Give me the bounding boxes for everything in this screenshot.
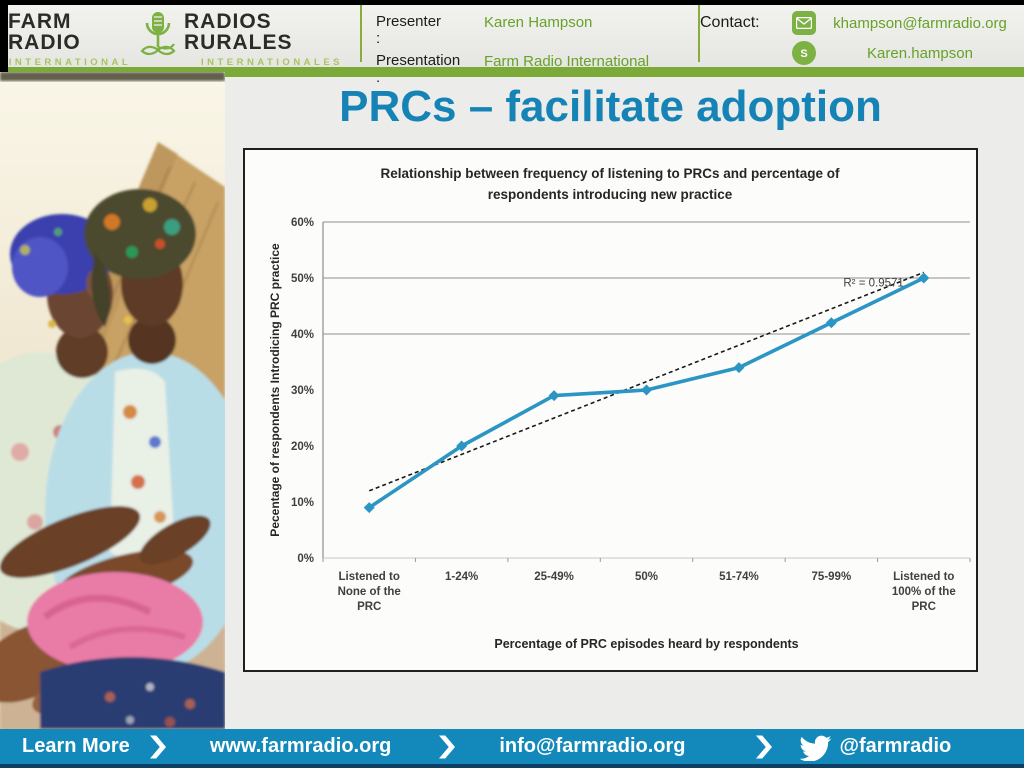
svg-text:PRC: PRC xyxy=(357,601,381,613)
contact-info: Contact: khampson@farmradio.org S xyxy=(700,5,1024,65)
svg-text:75-99%: 75-99% xyxy=(812,571,852,583)
skype-icon: S xyxy=(792,41,816,65)
presenter-label: Presenter : xyxy=(376,13,442,48)
radios-rurales-wordmark: RADIOS RURALES INTERNATIONALES xyxy=(184,11,360,68)
svg-text:50%: 50% xyxy=(291,273,314,285)
slide-title: PRCs – facilitate adoption xyxy=(339,82,882,131)
svg-text:20%: 20% xyxy=(291,441,314,453)
svg-text:40%: 40% xyxy=(291,329,314,341)
twitter-icon xyxy=(798,733,832,761)
contact-label: Contact: xyxy=(700,14,760,31)
logo-text-en: FARM RADIO xyxy=(8,10,81,54)
website-link[interactable]: www.farmradio.org xyxy=(209,735,392,757)
svg-text:0%: 0% xyxy=(297,553,314,565)
svg-text:Pecentage of respondents Intro: Pecentage of respondents Introdicing PRC… xyxy=(268,243,282,537)
svg-text:Relationship between frequency: Relationship between frequency of listen… xyxy=(380,166,840,181)
header-divider xyxy=(698,5,700,62)
logo-text-fr: RADIOS RURALES xyxy=(183,10,293,54)
chevron-right-icon xyxy=(755,734,772,759)
svg-text:60%: 60% xyxy=(291,217,314,229)
contact-email[interactable]: khampson@farmradio.org xyxy=(833,14,1007,32)
svg-text:10%: 10% xyxy=(291,497,314,509)
svg-text:25-49%: 25-49% xyxy=(534,571,574,583)
email-link[interactable]: info@farmradio.org xyxy=(499,735,686,757)
logo: FARM RADIO INTERNATIONAL xyxy=(8,5,360,67)
microphone-plant-icon xyxy=(138,11,178,65)
farm-radio-wordmark: FARM RADIO INTERNATIONAL xyxy=(8,11,132,68)
green-accent-bar xyxy=(8,67,1024,77)
presenter-name: Karen Hampson xyxy=(484,14,593,31)
svg-text:R² = 0.9571: R² = 0.9571 xyxy=(843,277,903,289)
left-photo-women-clapping xyxy=(0,72,225,729)
header-bar: FARM RADIO INTERNATIONAL xyxy=(0,0,1024,86)
svg-text:50%: 50% xyxy=(635,571,658,583)
twitter-handle[interactable]: @farmradio xyxy=(839,735,952,757)
svg-text:PRC: PRC xyxy=(912,601,936,613)
chevron-right-icon xyxy=(439,734,456,759)
footer-bar: Learn More www.farmradio.org info@farmra… xyxy=(0,729,1024,768)
svg-text:Listened to: Listened to xyxy=(339,571,400,583)
adoption-line-chart: Relationship between frequency of listen… xyxy=(243,148,978,672)
svg-text:1-24%: 1-24% xyxy=(445,571,478,583)
logo-subtext-fr: INTERNATIONALES xyxy=(200,57,344,68)
svg-text:S: S xyxy=(800,48,807,60)
svg-text:respondents introducing new pr: respondents introducing new practice xyxy=(488,187,733,202)
svg-text:30%: 30% xyxy=(291,385,314,397)
logo-subtext-en: INTERNATIONAL xyxy=(8,57,132,68)
header-divider xyxy=(360,5,362,62)
presenter-info: Presenter : Karen Hampson Presentation :… xyxy=(362,5,698,86)
svg-text:51-74%: 51-74% xyxy=(719,571,759,583)
presentation-name: Farm Radio International xyxy=(484,52,650,70)
chevron-right-icon xyxy=(149,734,166,759)
learn-more-label: Learn More xyxy=(22,735,130,757)
svg-text:None of the: None of the xyxy=(338,586,401,598)
svg-text:Percentage of PRC episodes hea: Percentage of PRC episodes heard by resp… xyxy=(494,637,798,651)
presentation-label: Presentation : xyxy=(376,51,461,86)
mail-icon xyxy=(792,11,816,35)
skype-handle[interactable]: Karen.hampson xyxy=(867,44,973,62)
svg-text:100% of the: 100% of the xyxy=(892,586,956,598)
svg-text:Listened to: Listened to xyxy=(893,571,954,583)
